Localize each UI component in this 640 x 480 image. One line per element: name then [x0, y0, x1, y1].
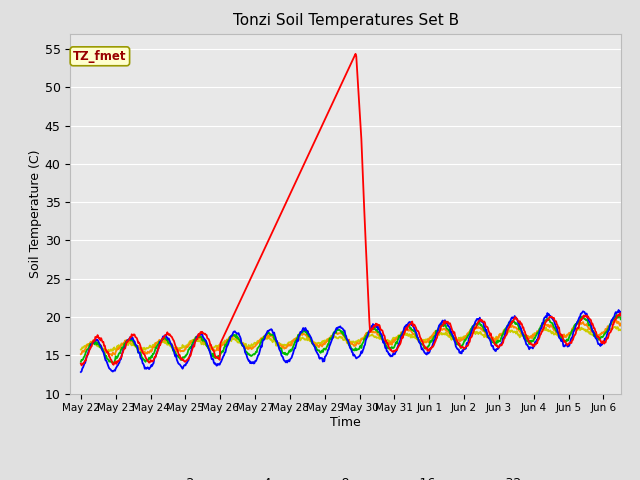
X-axis label: Time: Time	[330, 416, 361, 429]
Legend: -2cm, -4cm, -8cm, -16cm, -32cm: -2cm, -4cm, -8cm, -16cm, -32cm	[146, 472, 545, 480]
Title: Tonzi Soil Temperatures Set B: Tonzi Soil Temperatures Set B	[232, 13, 459, 28]
Text: TZ_fmet: TZ_fmet	[73, 50, 127, 63]
Y-axis label: Soil Temperature (C): Soil Temperature (C)	[29, 149, 42, 278]
